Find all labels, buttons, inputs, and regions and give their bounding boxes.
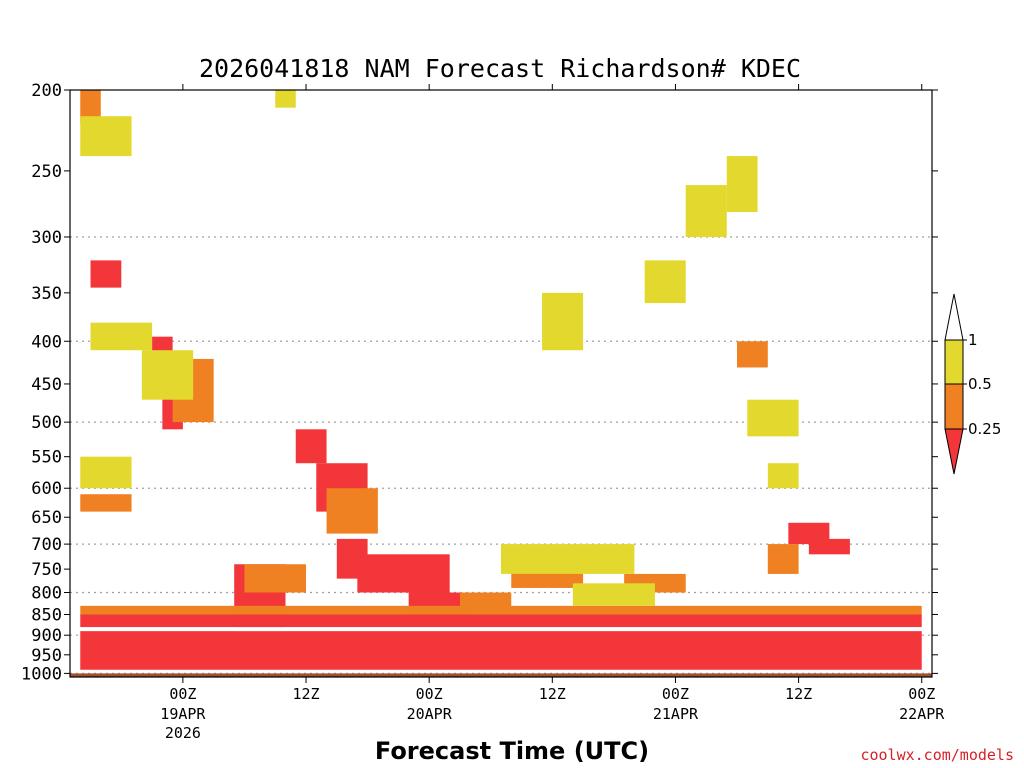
y-tick-label-200: 200 <box>31 81 62 101</box>
y-tick-label-350: 350 <box>31 284 62 304</box>
legend-label-2: 0.25 <box>968 420 1001 438</box>
ri-region-s0-6 <box>357 554 450 593</box>
ri-region-s2-0 <box>80 116 132 157</box>
x-axis-label: Forecast Time (UTC) <box>375 737 649 765</box>
ri-region-s2-8 <box>726 156 758 212</box>
y-tick-label-400: 400 <box>31 332 62 352</box>
ri-region-s2-5 <box>542 292 584 351</box>
ri-region-s2-12 <box>572 583 655 606</box>
y-tick-label-250: 250 <box>31 162 62 182</box>
chart-title: 2026041818 NAM Forecast Richardson# KDEC <box>199 54 801 83</box>
legend: 1 0.5 0.25 <box>944 293 1001 475</box>
ground-layer <box>70 673 932 677</box>
x-tick-label-66: 12Z <box>785 685 812 703</box>
ri-region-s1-11 <box>80 605 922 615</box>
y-tick-label-850: 850 <box>31 605 62 625</box>
x-tick-sublabel-78-0: 22APR <box>899 705 945 723</box>
ri-region-s2-4 <box>275 90 296 108</box>
ri-region-s1-5 <box>459 592 512 611</box>
x-tick-sublabel-54-0: 21APR <box>653 705 699 723</box>
y-tick-label-750: 750 <box>31 560 62 580</box>
credit-text: coolwx.com/models <box>860 746 1014 764</box>
y-tick-label-700: 700 <box>31 535 62 555</box>
ri-region-s1-10 <box>767 544 799 574</box>
y-tick-label-950: 950 <box>31 646 62 666</box>
ri-region-s2-3 <box>80 456 132 489</box>
x-tick-label-6: 00Z <box>169 685 196 703</box>
legend-label-0: 1 <box>968 331 978 349</box>
ri-region-s2-1 <box>90 322 153 351</box>
ri-region-s1-4 <box>244 564 307 593</box>
ri-region-s0-9 <box>788 522 830 545</box>
x-tick-label-54: 00Z <box>662 685 689 703</box>
ri-region-s2-10 <box>767 463 799 489</box>
legend-swatch-above-1 <box>944 293 964 341</box>
y-tick-label-650: 650 <box>31 508 62 528</box>
ri-region-s0-0 <box>90 260 122 288</box>
ri-region-s0-10 <box>808 538 850 555</box>
y-tick-label-550: 550 <box>31 448 62 468</box>
y-tick-label-1000: 1000 <box>21 664 62 684</box>
x-tick-label-30: 00Z <box>416 685 443 703</box>
ri-region-s1-1 <box>80 494 132 512</box>
ri-region-s2-2 <box>141 350 194 400</box>
legend-label-1: 0.5 <box>968 375 992 393</box>
y-tick-label-600: 600 <box>31 479 62 499</box>
ri-region-s0-3 <box>295 429 327 464</box>
ri-region-s1-0 <box>80 90 101 125</box>
x-tick-label-18: 12Z <box>292 685 319 703</box>
ri-region-s2-6 <box>644 260 686 304</box>
ri-region-s2-11 <box>501 544 635 574</box>
x-tick-sublabel-30-0: 20APR <box>407 705 453 723</box>
y-tick-label-300: 300 <box>31 228 62 248</box>
plot-area <box>70 90 932 677</box>
ri-region-s2-9 <box>747 399 799 437</box>
x-tick-sublabel-6-0: 19APR <box>160 705 206 723</box>
legend-swatch-0.25-0.5 <box>944 383 964 430</box>
x-tick-sublabel-6-1: 2026 <box>165 724 201 742</box>
ri-region-s1-3 <box>326 488 378 534</box>
ri-region-s0-12 <box>80 614 922 628</box>
legend-swatch-0.5-1 <box>944 339 964 385</box>
y-tick-label-800: 800 <box>31 584 62 604</box>
y-tick-label-900: 900 <box>31 626 62 646</box>
ri-region-s1-9 <box>737 341 768 368</box>
axes: 200 250 300 350 400 450 500 550 600 650 700 750 8008… <box>21 81 945 742</box>
x-tick-label-42: 12Z <box>539 685 566 703</box>
ri-region-s0-11 <box>80 631 922 670</box>
ri-region-s2-7 <box>685 185 727 237</box>
y-tick-label-450: 450 <box>31 375 62 395</box>
y-tick-label-500: 500 <box>31 413 62 433</box>
legend-swatch-below-0.25 <box>944 428 964 475</box>
x-tick-label-78: 00Z <box>908 685 935 703</box>
